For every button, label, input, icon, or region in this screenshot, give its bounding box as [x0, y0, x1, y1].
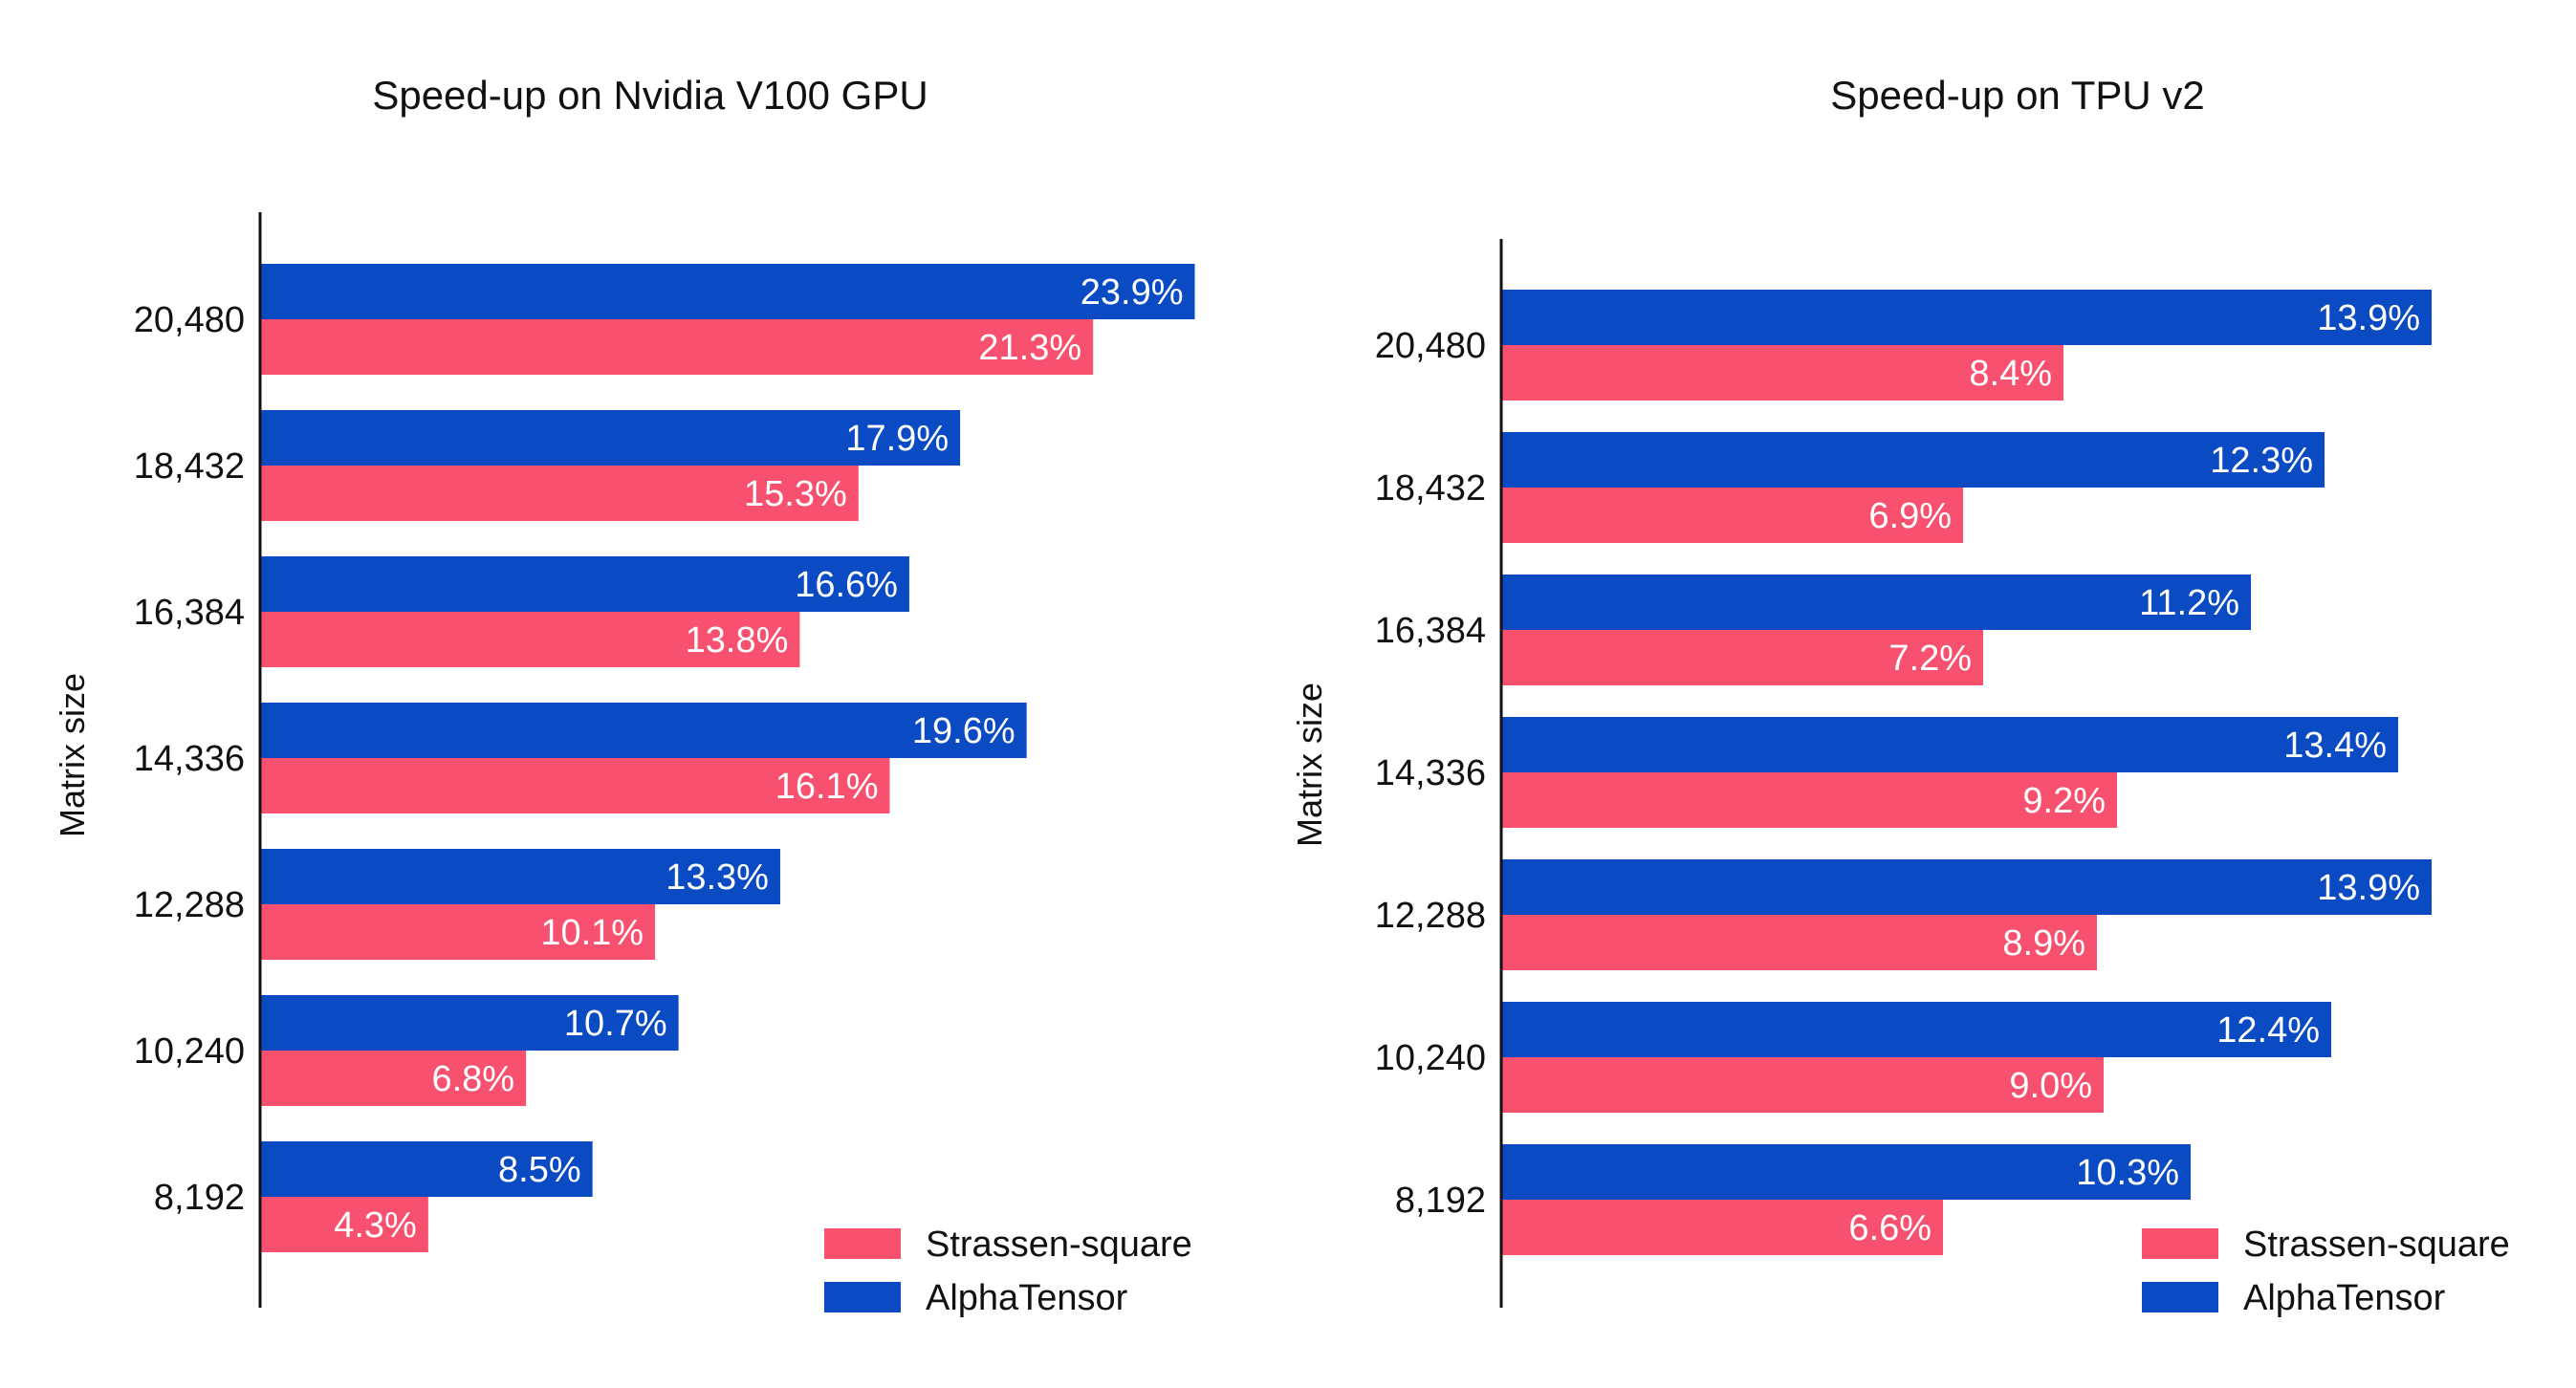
gpu-bar-value-label: 19.6% — [912, 711, 1015, 751]
gpu-y-tick-label: 18,432 — [134, 446, 245, 487]
gpu-bar-strassen-square-1 — [260, 466, 859, 521]
gpu-y-tick-label: 12,288 — [134, 885, 245, 925]
tpu-bar-value-label: 8.4% — [1969, 354, 2052, 394]
tpu-bar-strassen-square-4 — [1501, 915, 2097, 970]
tpu-y-tick-label: 18,432 — [1375, 468, 1486, 509]
gpu-bar-strassen-square-0 — [260, 319, 1094, 375]
gpu-bar-value-label: 6.8% — [431, 1059, 514, 1099]
tpu-chart-panel: Speed-up on TPU v2 Matrix size 13.9% 8.4%… — [1281, 0, 2576, 1388]
gpu-bar-strassen-square-3 — [260, 758, 890, 813]
tpu-bar-alphatensor-4 — [1501, 859, 2432, 915]
tpu-bar-value-label: 9.2% — [2022, 781, 2106, 821]
gpu-bar-value-label: 16.1% — [775, 767, 879, 807]
gpu-bar-value-label: 21.3% — [978, 328, 1081, 368]
gpu-bar-value-label: 13.8% — [686, 620, 789, 661]
gpu-bar-alphatensor-6 — [260, 1141, 593, 1197]
gpu-bar-strassen-square-2 — [260, 612, 800, 667]
tpu-legend-label-strassen-square: Strassen-square — [2243, 1225, 2510, 1265]
tpu-legend-label-alphatensor: AlphaTensor — [2243, 1278, 2446, 1318]
tpu-bar-alphatensor-5 — [1501, 1002, 2331, 1057]
tpu-bar-strassen-square-0 — [1501, 345, 2063, 401]
tpu-bar-value-label: 13.4% — [2283, 726, 2387, 766]
gpu-bar-value-label: 10.7% — [564, 1004, 667, 1044]
gpu-bar-alphatensor-3 — [260, 703, 1027, 758]
tpu-bar-value-label: 10.3% — [2076, 1153, 2179, 1193]
tpu-bar-alphatensor-6 — [1501, 1144, 2191, 1200]
gpu-bar-value-label: 10.1% — [540, 913, 644, 953]
tpu-bar-alphatensor-0 — [1501, 290, 2432, 345]
gpu-bar-value-label: 8.5% — [498, 1150, 581, 1190]
gpu-bar-value-label: 17.9% — [845, 419, 949, 459]
gpu-bar-chart: 23.9%21.3%20,48017.9%15.3%18,43216.6%13.… — [134, 212, 1195, 1318]
tpu-bar-value-label: 6.9% — [1868, 496, 1952, 536]
tpu-y-tick-label: 20,480 — [1375, 326, 1486, 366]
tpu-y-tick-label: 14,336 — [1375, 753, 1486, 793]
gpu-y-tick-label: 10,240 — [134, 1031, 245, 1072]
tpu-bar-strassen-square-2 — [1501, 630, 1983, 685]
gpu-bar-alphatensor-5 — [260, 995, 679, 1051]
gpu-chart-panel: Speed-up on Nvidia V100 GPU Matrix size … — [0, 0, 1281, 1388]
tpu-bar-strassen-square-5 — [1501, 1057, 2104, 1113]
gpu-legend-label-strassen-square: Strassen-square — [926, 1225, 1192, 1265]
gpu-bar-value-label: 4.3% — [334, 1205, 417, 1246]
tpu-legend-swatch-strassen-square — [2142, 1228, 2218, 1259]
tpu-bar-alphatensor-2 — [1501, 575, 2251, 630]
gpu-bar-strassen-square-4 — [260, 904, 656, 960]
gpu-bar-value-label: 23.9% — [1081, 272, 1184, 313]
gpu-bar-strassen-square-6 — [260, 1197, 428, 1252]
tpu-bar-alphatensor-3 — [1501, 717, 2398, 772]
gpu-y-tick-label: 14,336 — [134, 739, 245, 779]
gpu-bar-alphatensor-0 — [260, 264, 1195, 319]
tpu-bar-value-label: 6.6% — [1848, 1208, 1932, 1248]
tpu-y-tick-label: 16,384 — [1375, 611, 1486, 651]
tpu-bar-value-label: 7.2% — [1888, 639, 1972, 679]
tpu-bar-strassen-square-6 — [1501, 1200, 1943, 1255]
gpu-bar-alphatensor-4 — [260, 849, 780, 904]
tpu-bar-alphatensor-1 — [1501, 432, 2325, 488]
tpu-bar-value-label: 12.3% — [2210, 441, 2313, 481]
tpu-y-tick-label: 10,240 — [1375, 1038, 1486, 1078]
tpu-bar-value-label: 13.9% — [2317, 868, 2420, 908]
tpu-bar-value-label: 11.2% — [2139, 583, 2239, 623]
tpu-bar-strassen-square-3 — [1501, 772, 2117, 828]
gpu-y-tick-label: 8,192 — [154, 1178, 245, 1218]
gpu-y-tick-label: 16,384 — [134, 593, 245, 633]
gpu-bar-alphatensor-1 — [260, 410, 961, 466]
gpu-legend-swatch-strassen-square — [824, 1228, 901, 1259]
tpu-bar-value-label: 9.0% — [2009, 1066, 2092, 1106]
tpu-chart-title: Speed-up on TPU v2 — [1830, 73, 2205, 118]
gpu-bar-value-label: 13.3% — [666, 857, 769, 898]
gpu-bar-value-label: 16.6% — [795, 565, 898, 605]
tpu-bar-value-label: 8.9% — [2002, 923, 2085, 964]
gpu-legend-swatch-alphatensor — [824, 1282, 901, 1312]
gpu-legend-label-alphatensor: AlphaTensor — [926, 1278, 1128, 1318]
tpu-bar-value-label: 12.4% — [2216, 1010, 2320, 1051]
tpu-bar-value-label: 13.9% — [2317, 298, 2420, 338]
tpu-y-tick-label: 12,288 — [1375, 896, 1486, 936]
tpu-bar-chart: 13.9% 8.4% 20,480 12.3% 6.9% 18,432 11.2% 7.2% 1… — [1375, 239, 2510, 1318]
gpu-y-tick-label: 20,480 — [134, 300, 245, 340]
tpu-y-tick-label: 8,192 — [1395, 1181, 1486, 1221]
gpu-chart-title: Speed-up on Nvidia V100 GPU — [372, 73, 928, 118]
gpu-bar-strassen-square-5 — [260, 1051, 527, 1106]
tpu-bar-strassen-square-1 — [1501, 488, 1963, 543]
gpu-bar-alphatensor-2 — [260, 556, 909, 612]
tpu-legend-swatch-alphatensor — [2142, 1282, 2218, 1312]
gpu-bar-value-label: 15.3% — [744, 474, 847, 514]
